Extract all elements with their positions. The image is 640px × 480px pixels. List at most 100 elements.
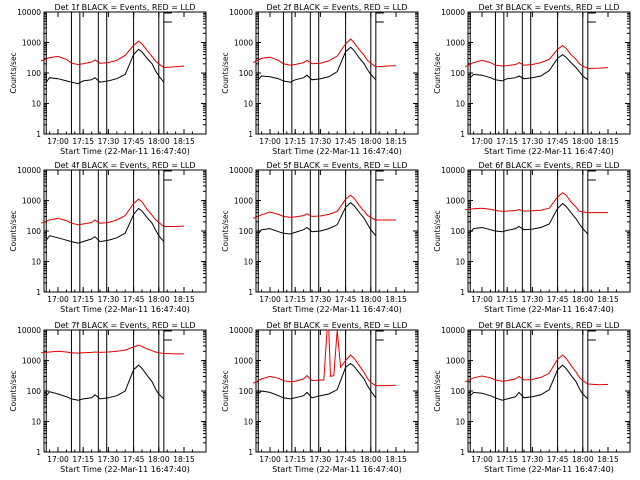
x-tick-label: 17:45 bbox=[547, 295, 569, 304]
x-tick-label: 18:15 bbox=[173, 455, 195, 464]
plot-frame bbox=[467, 329, 631, 453]
lld-series-line bbox=[41, 344, 184, 355]
y-tick-label: 1 bbox=[248, 288, 253, 297]
x-tick-label: 17:45 bbox=[335, 137, 357, 146]
lld-series-line bbox=[464, 354, 609, 386]
events-series-line bbox=[45, 207, 165, 244]
plot-frame bbox=[467, 11, 631, 135]
y-tick-label: 10 bbox=[455, 418, 465, 427]
x-tick-label: 18:15 bbox=[597, 137, 619, 146]
y-tick-label: 1 bbox=[36, 448, 41, 457]
x-tick-label: 17:45 bbox=[123, 295, 145, 304]
y-tick-label: 10 bbox=[455, 100, 465, 109]
y-tick-label: 100 bbox=[239, 69, 254, 78]
x-tick-label: 18:00 bbox=[572, 455, 594, 464]
plot-title: Det 5f BLACK = Events, RED = LLD bbox=[266, 161, 407, 170]
y-tick-label: 1 bbox=[248, 448, 253, 457]
x-tick-label: 18:15 bbox=[385, 455, 407, 464]
y-tick-label: 1000 bbox=[446, 357, 465, 366]
x-tick-label: 17:30 bbox=[522, 295, 544, 304]
x-tick-label: 18:00 bbox=[148, 137, 170, 146]
lld-series-line bbox=[464, 44, 609, 70]
plot-frame bbox=[467, 169, 631, 293]
y-tick-label: 10000 bbox=[441, 326, 465, 335]
y-tick-label: 1000 bbox=[446, 39, 465, 48]
plot-panel: Det 7f BLACK = Events, RED = LLD 1 10 100 10… bbox=[9, 321, 207, 474]
plot-panel: Det 6f BLACK = Events, RED = LLD 1 10 100 10… bbox=[433, 161, 631, 314]
y-tick-label: 100 bbox=[451, 227, 466, 236]
lld-series-line bbox=[253, 194, 396, 221]
x-tick-label: 18:00 bbox=[148, 295, 170, 304]
x-tick-label: 17:45 bbox=[547, 137, 569, 146]
plot-frame bbox=[255, 11, 419, 135]
x-axis-label: Start Time (22-Mar-11 16:47:40) bbox=[484, 465, 614, 474]
x-tick-label: 17:15 bbox=[284, 137, 306, 146]
x-axis-label: Start Time (22-Mar-11 16:47:40) bbox=[60, 305, 190, 314]
y-tick-label: 10 bbox=[455, 258, 465, 267]
x-tick-label: 17:00 bbox=[47, 295, 69, 304]
plot-panel: Det 5f BLACK = Events, RED = LLD 1 10 100 10… bbox=[221, 161, 419, 314]
x-axis-label: Start Time (22-Mar-11 16:47:40) bbox=[272, 305, 402, 314]
y-tick-label: 10000 bbox=[17, 326, 41, 335]
x-axis-label: Start Time (22-Mar-11 16:47:40) bbox=[60, 465, 190, 474]
x-tick-label: 17:00 bbox=[471, 295, 493, 304]
y-tick-label: 1000 bbox=[234, 357, 253, 366]
y-tick-label: 1000 bbox=[234, 197, 253, 206]
y-tick-label: 100 bbox=[27, 227, 42, 236]
x-tick-label: 17:15 bbox=[72, 137, 94, 146]
x-tick-label: 17:30 bbox=[310, 137, 332, 146]
x-tick-label: 17:45 bbox=[335, 455, 357, 464]
x-tick-label: 18:00 bbox=[572, 295, 594, 304]
x-axis-label: Start Time (22-Mar-11 16:47:40) bbox=[484, 305, 614, 314]
x-tick-label: 18:15 bbox=[385, 137, 407, 146]
plot-title: Det 9f BLACK = Events, RED = LLD bbox=[478, 321, 619, 330]
plot-panel: Det 1f BLACK = Events, RED = LLD 1 10 100 10… bbox=[9, 3, 207, 156]
y-tick-label: 100 bbox=[27, 387, 42, 396]
events-series-line bbox=[469, 202, 589, 235]
y-tick-label: 10000 bbox=[441, 166, 465, 175]
x-axis-label: Start Time (22-Mar-11 16:47:40) bbox=[272, 465, 402, 474]
y-tick-label: 1 bbox=[460, 130, 465, 139]
x-tick-label: 18:15 bbox=[385, 295, 407, 304]
x-tick-label: 17:00 bbox=[259, 455, 281, 464]
y-tick-label: 10 bbox=[243, 418, 253, 427]
events-series-line bbox=[45, 48, 165, 85]
x-tick-label: 17:45 bbox=[335, 295, 357, 304]
y-tick-label: 1000 bbox=[234, 39, 253, 48]
x-tick-label: 17:30 bbox=[98, 137, 120, 146]
x-axis-label: Start Time (22-Mar-11 16:47:40) bbox=[272, 147, 402, 156]
plot-frame bbox=[255, 169, 419, 293]
y-tick-label: 1 bbox=[248, 130, 253, 139]
x-tick-label: 17:45 bbox=[547, 455, 569, 464]
y-tick-label: 10000 bbox=[441, 8, 465, 17]
y-axis-label: Counts/sec bbox=[221, 52, 230, 93]
x-tick-label: 17:30 bbox=[310, 295, 332, 304]
x-tick-label: 18:00 bbox=[360, 137, 382, 146]
plot-title: Det 1f BLACK = Events, RED = LLD bbox=[54, 3, 195, 12]
x-tick-label: 17:15 bbox=[72, 295, 94, 304]
x-axis-label: Start Time (22-Mar-11 16:47:40) bbox=[60, 147, 190, 156]
plot-panel: Det 9f BLACK = Events, RED = LLD 1 10 100 10… bbox=[433, 321, 631, 474]
events-series-line bbox=[45, 364, 165, 401]
events-series-line bbox=[257, 362, 377, 400]
x-tick-label: 17:00 bbox=[47, 137, 69, 146]
y-tick-label: 1 bbox=[36, 130, 41, 139]
y-axis-label: Counts/sec bbox=[9, 210, 18, 251]
x-tick-label: 17:00 bbox=[259, 295, 281, 304]
y-tick-label: 100 bbox=[451, 387, 466, 396]
x-tick-label: 17:15 bbox=[284, 455, 306, 464]
x-tick-label: 17:00 bbox=[471, 455, 493, 464]
plot-frame bbox=[255, 329, 419, 453]
lld-series-line bbox=[465, 192, 608, 214]
y-tick-label: 1000 bbox=[22, 357, 41, 366]
y-axis-label: Counts/sec bbox=[433, 210, 442, 251]
plot-title: Det 8f BLACK = Events, RED = LLD bbox=[266, 321, 407, 330]
x-tick-label: 17:15 bbox=[496, 455, 518, 464]
y-tick-label: 1000 bbox=[22, 197, 41, 206]
y-axis-label: Counts/sec bbox=[433, 370, 442, 411]
y-tick-label: 10 bbox=[31, 100, 41, 109]
y-tick-label: 1000 bbox=[22, 39, 41, 48]
y-tick-label: 100 bbox=[27, 69, 42, 78]
y-tick-label: 100 bbox=[239, 227, 254, 236]
x-tick-label: 17:15 bbox=[284, 295, 306, 304]
